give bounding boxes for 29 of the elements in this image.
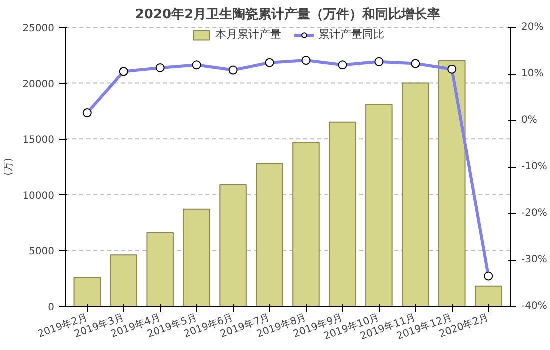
bar	[438, 60, 466, 306]
y2-tick-label: -20%	[522, 208, 548, 219]
y-tick-label: 0	[48, 302, 55, 314]
y2-tick-label: -30%	[522, 254, 548, 266]
y-tick-label: 15000	[22, 135, 54, 146]
bar	[183, 208, 210, 306]
chart-title: 2020年2月卫生陶瓷累计产量（万件）和同比增长率	[135, 6, 441, 22]
y2-tick-label: 0%	[522, 115, 538, 126]
bar	[402, 82, 430, 306]
y-axis-title: (万)	[4, 158, 15, 176]
y-tick-label: 10000	[22, 190, 54, 202]
y2-tick-label: -40%	[522, 301, 548, 312]
bar	[110, 254, 138, 306]
y-tick-label: 5000	[29, 246, 55, 258]
y-tick-label: 25000	[22, 24, 54, 34]
bar	[74, 276, 102, 306]
bar	[146, 232, 174, 306]
bar	[220, 184, 247, 306]
bar	[474, 286, 502, 306]
y2-tick-label: -10%	[522, 162, 548, 172]
bar	[292, 142, 320, 306]
legend-label: 累计产量同比	[318, 27, 384, 42]
bar	[329, 122, 356, 306]
legend-label: 本月累计产量	[216, 27, 282, 42]
bar	[256, 163, 284, 306]
bar	[366, 104, 393, 306]
y2-tick-label: 10%	[522, 68, 544, 80]
y2-tick-label: 20%	[522, 22, 544, 33]
y-tick-label: 20000	[22, 79, 54, 90]
